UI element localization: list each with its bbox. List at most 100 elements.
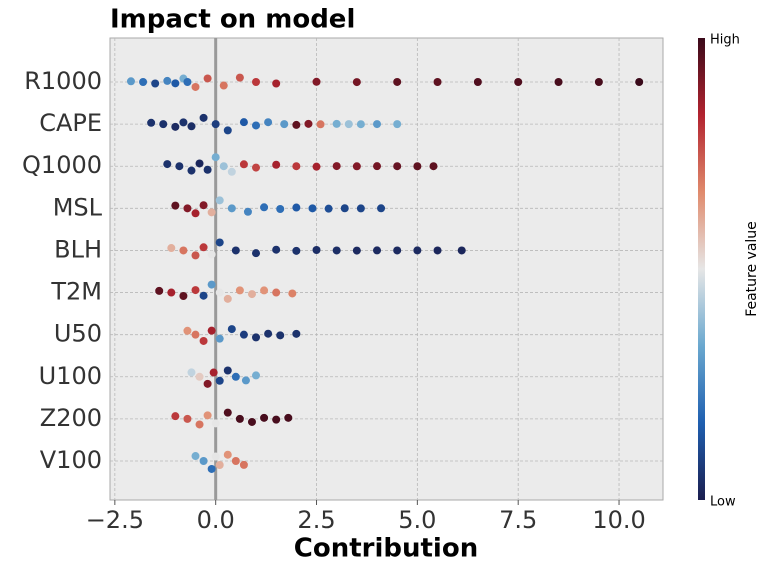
point <box>243 207 252 216</box>
point <box>231 372 240 381</box>
point <box>147 118 156 127</box>
point <box>332 246 341 255</box>
point <box>373 120 382 129</box>
point <box>219 162 228 171</box>
point <box>332 162 341 171</box>
point <box>203 165 212 174</box>
point <box>215 196 224 205</box>
chart-title: Impact on model <box>110 5 355 35</box>
y-tick-label: U100 <box>39 362 102 390</box>
point <box>227 167 236 176</box>
point <box>163 160 172 169</box>
point <box>316 120 325 129</box>
y-tick-label: CAPE <box>39 109 102 137</box>
swarm <box>191 450 248 473</box>
colorbar-high: High <box>710 33 740 48</box>
point <box>352 246 361 255</box>
point <box>284 413 293 422</box>
point <box>191 82 200 91</box>
point <box>231 246 240 255</box>
point <box>239 160 248 169</box>
point <box>187 368 196 377</box>
point <box>276 331 285 340</box>
x-tick-label: 10.0 <box>592 506 645 534</box>
x-tick-label: 5.0 <box>398 506 436 534</box>
point <box>260 286 269 295</box>
point <box>292 120 301 129</box>
point <box>594 77 603 86</box>
swarm <box>163 153 438 176</box>
point <box>344 120 353 129</box>
point <box>252 371 261 380</box>
swarm <box>167 238 466 260</box>
point <box>272 245 281 254</box>
point <box>187 166 196 175</box>
point <box>514 77 523 86</box>
point <box>139 78 148 86</box>
point <box>183 204 192 213</box>
point <box>272 288 281 297</box>
point <box>352 78 361 87</box>
point <box>272 415 281 424</box>
point <box>199 291 208 300</box>
point <box>199 113 208 122</box>
point <box>223 126 232 135</box>
y-tick-label: U50 <box>54 320 102 348</box>
point <box>191 286 200 295</box>
point <box>332 119 341 128</box>
point <box>207 326 216 335</box>
point <box>211 452 220 461</box>
point <box>183 78 192 86</box>
point <box>260 413 269 422</box>
swarm <box>183 325 301 345</box>
x-tick-label: 7.5 <box>499 506 537 534</box>
swarm <box>187 366 261 388</box>
point <box>264 118 273 127</box>
swarm <box>171 408 293 429</box>
point <box>207 464 216 473</box>
point <box>209 368 218 377</box>
x-axis-label: Contribution <box>294 534 478 564</box>
y-tick-label: V100 <box>40 446 102 474</box>
point <box>239 330 248 339</box>
point <box>393 246 402 255</box>
point <box>211 153 220 162</box>
point <box>191 209 200 218</box>
point <box>199 336 208 345</box>
y-tick-label: T2M <box>50 278 102 306</box>
point <box>235 286 244 295</box>
point <box>433 78 442 86</box>
point <box>377 204 386 213</box>
point <box>179 292 188 301</box>
point <box>191 452 200 461</box>
point <box>276 204 285 213</box>
point <box>151 79 160 88</box>
point <box>292 203 301 212</box>
point <box>203 74 212 83</box>
point <box>373 162 382 171</box>
point <box>252 78 261 86</box>
point <box>235 73 244 82</box>
point <box>235 414 244 423</box>
point <box>171 412 180 421</box>
point <box>252 121 261 130</box>
plot-area <box>109 37 664 501</box>
point <box>187 122 196 131</box>
point <box>393 77 402 86</box>
point <box>171 201 180 210</box>
y-tick-label: BLH <box>54 235 102 263</box>
point <box>292 329 301 338</box>
point <box>183 414 192 423</box>
point <box>241 376 250 385</box>
point <box>167 288 176 297</box>
swarm <box>171 196 386 218</box>
point <box>312 77 321 86</box>
colorbar-low: Low <box>710 495 736 510</box>
y-tick-label: Z200 <box>40 404 102 432</box>
point <box>247 417 256 426</box>
y-tick-label: MSL <box>53 193 103 221</box>
point <box>308 204 317 213</box>
point <box>260 203 269 212</box>
point <box>179 246 188 255</box>
point <box>195 420 204 429</box>
